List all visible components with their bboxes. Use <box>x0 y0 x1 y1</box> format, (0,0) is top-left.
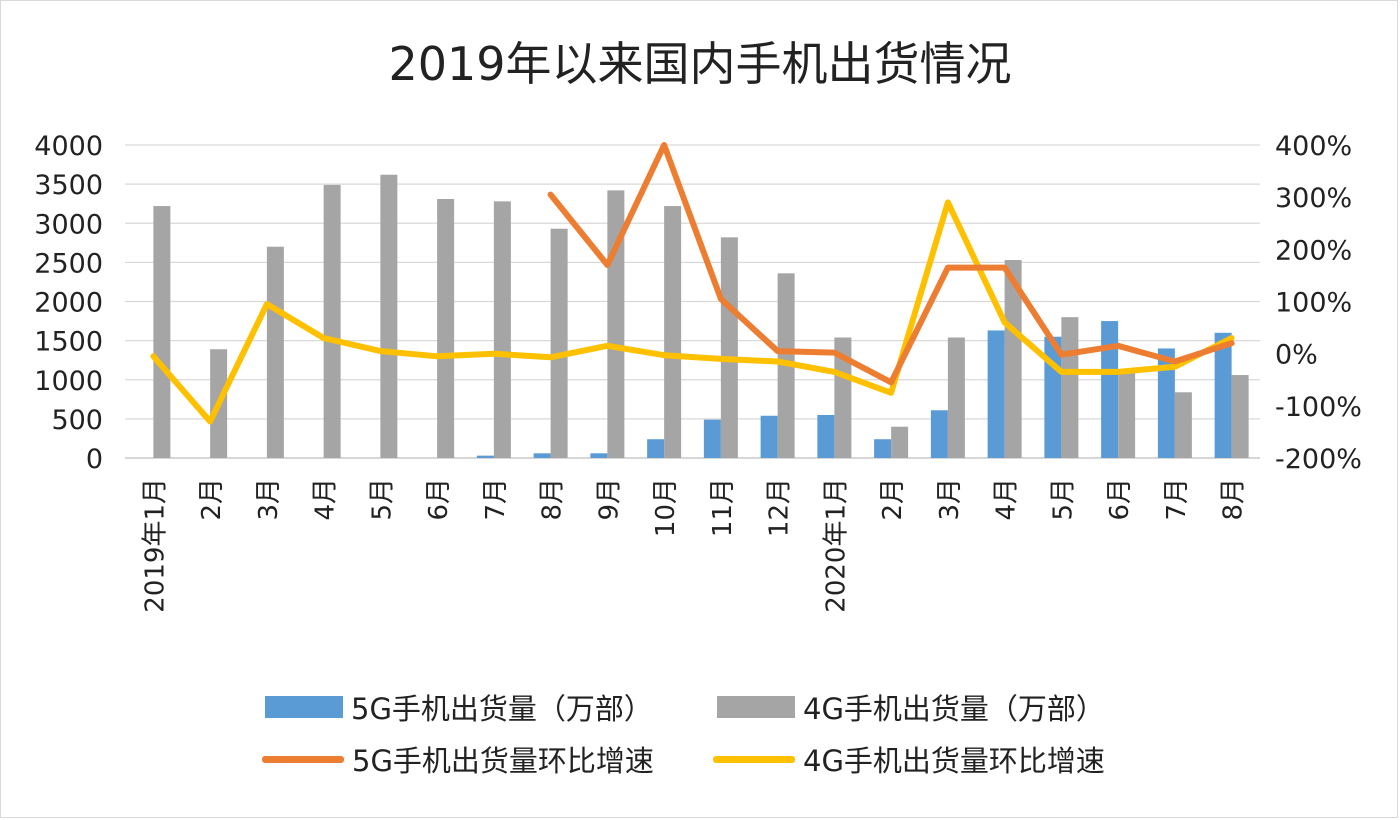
bar-5g-volume <box>590 453 608 458</box>
x-axis-ticks: 2019年1月 2月 3月 4月 5月 6月 7月 8月 9月 10月 11月 12月 2020年1月 2… <box>140 478 1248 613</box>
left-tick-label: 3000 <box>34 209 103 240</box>
left-tick-label: 2000 <box>34 288 103 319</box>
left-tick-label: 2500 <box>34 248 103 279</box>
x-tick-label: 10月 <box>651 478 681 537</box>
right-tick-label: 400% <box>1275 131 1352 162</box>
x-tick-label: 2月 <box>878 478 908 521</box>
legend-swatch-5g-volume <box>265 696 343 718</box>
bar-5g-volume <box>476 455 494 458</box>
legend-item-4g-growth: 4G手机出货量环比增速 <box>713 738 1105 780</box>
bar-5g-volume <box>760 415 778 458</box>
x-tick-label: 3月 <box>935 478 965 521</box>
bar-4g-volume <box>323 184 341 458</box>
right-tick-label: -200% <box>1275 444 1362 475</box>
bar-4g-volume <box>493 201 511 458</box>
bar-4g-volume <box>437 198 455 458</box>
legend-label-5g-growth: 5G手机出货量环比增速 <box>352 744 654 778</box>
x-tick-label: 5月 <box>1048 478 1078 521</box>
left-tick-label: 1500 <box>34 327 103 358</box>
x-tick-label: 8月 <box>1219 478 1249 521</box>
right-axis-ticks: -200% -100% 0% 100% 200% 300% 400% <box>1275 131 1362 475</box>
bar-4g-volume <box>550 228 568 458</box>
bar-4g-volume <box>891 426 909 458</box>
right-tick-label: 0% <box>1275 340 1318 371</box>
bar-5g-volume <box>817 414 835 458</box>
bar-5g-volume <box>1101 321 1119 458</box>
bar-5g-volume <box>930 410 948 458</box>
x-tick-label: 2020年1月 <box>821 478 851 613</box>
x-tick-label: 3月 <box>254 478 284 521</box>
bar-4g-volume <box>266 246 284 458</box>
bar-5g-volume <box>533 453 551 458</box>
bar-5g-volume <box>987 330 1005 458</box>
left-tick-label: 3500 <box>34 170 103 201</box>
x-tick-label: 4月 <box>992 478 1022 521</box>
bar-series <box>153 174 1249 459</box>
right-tick-label: -100% <box>1275 392 1362 423</box>
x-tick-label: 6月 <box>424 478 454 521</box>
bar-5g-volume <box>1157 348 1175 458</box>
bar-4g-volume <box>947 337 965 458</box>
left-tick-label: 500 <box>51 405 103 436</box>
bar-5g-volume <box>647 439 665 458</box>
bar-4g-volume <box>1174 392 1192 458</box>
x-tick-label: 5月 <box>367 478 397 521</box>
x-tick-label: 12月 <box>765 478 795 537</box>
bar-4g-volume <box>720 237 738 458</box>
grid-lines <box>125 144 1260 459</box>
left-tick-label: 0 <box>86 444 103 475</box>
right-tick-label: 200% <box>1275 235 1352 266</box>
x-tick-label: 4月 <box>311 478 341 521</box>
x-tick-label: 7月 <box>1162 478 1192 521</box>
legend-label-4g-growth: 4G手机出货量环比增速 <box>803 744 1105 778</box>
bar-5g-volume <box>874 439 892 458</box>
legend-label-4g-volume: 4G手机出货量（万部） <box>803 692 1105 726</box>
bar-4g-volume <box>380 174 398 459</box>
line-series <box>150 142 1235 425</box>
left-tick-label: 1000 <box>34 366 103 397</box>
bar-4g-volume <box>664 206 682 458</box>
bar-4g-volume <box>153 206 171 458</box>
chart-title: 2019年以来国内手机出货情况 <box>388 37 1012 91</box>
left-axis-ticks: 0 500 1000 1500 2000 2500 3000 3500 4000 <box>34 131 103 475</box>
right-tick-label: 100% <box>1275 288 1352 319</box>
bar-4g-volume <box>1061 317 1079 458</box>
legend-label-5g-volume: 5G手机出货量（万部） <box>351 692 653 726</box>
x-tick-label: 9月 <box>594 478 624 521</box>
legend-swatch-4g-volume <box>717 696 795 718</box>
x-tick-label: 6月 <box>1105 478 1135 521</box>
bar-4g-volume <box>1118 371 1136 458</box>
legend-item-5g-growth: 5G手机出货量环比增速 <box>262 738 654 780</box>
legend-item-4g-volume: 4G手机出货量（万部） <box>717 686 1105 728</box>
legend-item-5g-volume: 5G手机出货量（万部） <box>265 686 653 728</box>
bar-4g-volume <box>834 337 852 458</box>
bar-4g-volume <box>1004 260 1022 458</box>
bar-5g-volume <box>1214 332 1232 458</box>
left-tick-label: 4000 <box>34 131 103 162</box>
legend-swatch-5g-growth <box>262 755 344 763</box>
legend-swatch-4g-growth <box>713 755 795 763</box>
x-tick-label: 11月 <box>708 478 738 537</box>
line-5g-growth <box>547 142 1235 386</box>
x-tick-label: 2019年1月 <box>140 478 170 613</box>
bar-4g-volume <box>1231 375 1249 458</box>
x-tick-label: 8月 <box>538 478 568 521</box>
x-tick-label: 2月 <box>197 478 227 521</box>
right-tick-label: 300% <box>1275 183 1352 214</box>
bar-5g-volume <box>703 419 721 458</box>
line-4g-growth <box>150 199 1235 425</box>
x-tick-label: 7月 <box>481 478 511 521</box>
